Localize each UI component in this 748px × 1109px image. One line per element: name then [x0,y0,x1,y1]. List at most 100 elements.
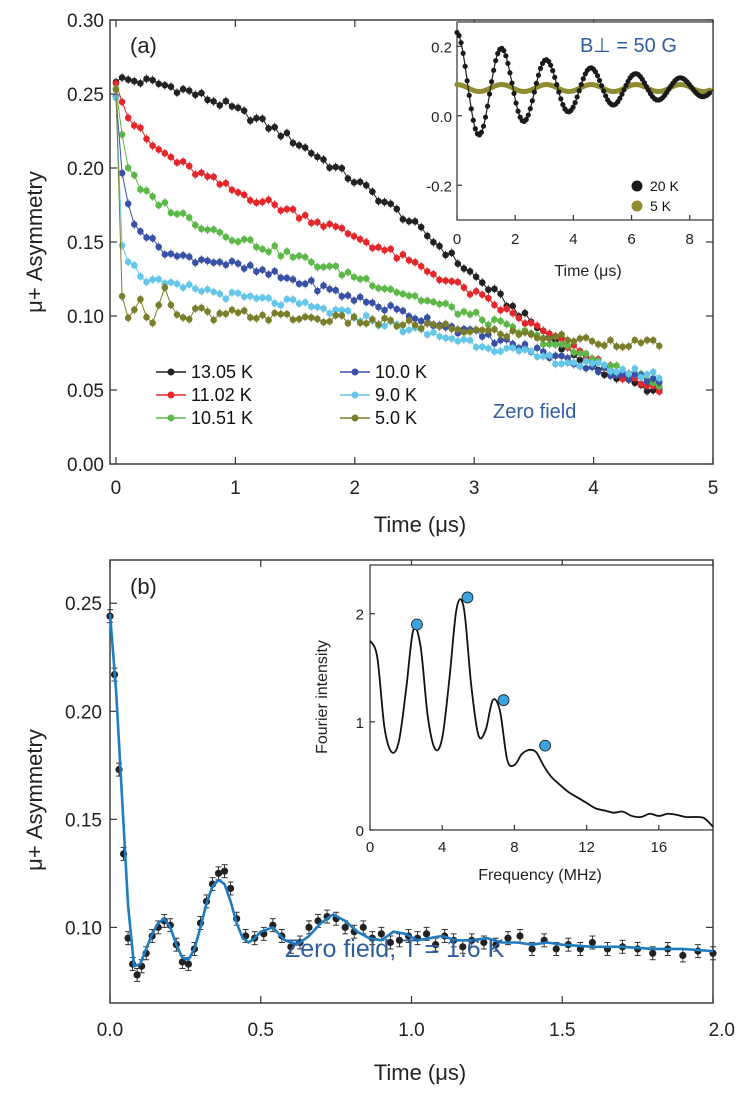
data-point [411,292,419,300]
panel-a-y-axis-label: μ+ Asymmetry [22,171,47,313]
data-point [491,326,498,333]
data-point [314,287,321,295]
data-point [503,333,510,340]
data-point [546,330,553,337]
inset-y-tick-label: 0 [356,823,364,840]
data-point [423,331,431,338]
data-point [167,209,175,217]
data-point [497,348,504,355]
inset-legend-label: 5 K [650,198,672,214]
data-point [173,89,181,96]
data-point [521,341,529,348]
data-point [228,258,236,265]
data-point [149,319,156,327]
data-point [198,256,205,263]
data-point [369,188,376,195]
data-point [301,299,309,306]
data-point [504,934,512,942]
x-tick-label: 2 [349,478,360,499]
data-point [405,256,413,264]
data-point [399,328,407,336]
legend-item-11-02-k: 11.02 K [156,385,252,405]
data-point [289,139,297,147]
data-point [576,363,584,370]
y-tick-label: 0.10 [65,918,102,939]
data-point [356,293,364,301]
data-point [240,307,248,314]
data-point [649,949,657,957]
data-point [155,243,163,251]
data-point [137,186,144,193]
data-point [277,301,285,309]
data-point [161,81,169,89]
data-point [356,319,364,327]
y-tick-label: 0.25 [65,594,102,615]
data-point [301,211,309,219]
data-point [362,238,370,246]
legend-label: 13.05 K [191,362,253,382]
data-point [387,316,394,324]
data-point [533,344,541,352]
inset-data-point [623,82,629,89]
data-point [338,306,346,314]
data-point [234,189,242,196]
data-point [222,261,230,269]
inset-a-x-ticks: 0 2 4 6 8 [453,215,694,248]
inset-b-frame [369,564,714,831]
data-point [395,936,404,944]
data-point [344,319,352,327]
inset-data-point [621,87,627,93]
panel-b-x-axis-label: Time (μs) [374,1060,467,1085]
data-point [179,158,187,165]
panel-a-legend: 13.05 K 11.02 K 10.51 K 10.0 K 9.0 K 5.0 K [156,362,427,428]
data-point [485,327,492,334]
inset-data-point [513,100,519,106]
data-point [350,233,358,240]
data-point [619,370,626,378]
data-point [271,299,278,307]
data-point [234,238,242,245]
panel-a-inset: -0.2 0.0 0.2 0 2 4 6 8 Time (μs) B⊥ = 50 G 20 … [426,21,714,280]
data-point [570,359,578,366]
data-point [369,244,376,252]
data-point [184,960,192,968]
data-point [259,311,266,319]
data-point [332,312,340,319]
inset-x-tick-label: 8 [686,231,694,248]
data-point [228,289,236,296]
inset-legend-item-20-k: 20 K [631,178,679,194]
inset-data-point [533,80,540,86]
data-point [528,945,536,953]
inset-data-point [535,72,542,78]
data-point [430,321,437,328]
legend-label: 10.0 K [375,362,427,382]
data-point [619,366,626,373]
data-point [515,347,523,355]
data-point [492,941,500,949]
data-point [436,333,443,340]
data-point [472,343,480,351]
data-point [436,323,443,330]
data-point [185,87,193,94]
data-point [192,305,199,312]
data-point [607,372,614,380]
data-point [442,277,449,285]
data-point [527,331,535,338]
data-point [277,132,285,140]
data-point [214,869,223,877]
data-point [234,260,242,267]
data-point [509,344,517,352]
data-point [137,273,144,280]
data-point [167,83,175,91]
data-point [423,320,431,327]
inset-b-y-axis-label: Fourier intensity [314,640,331,754]
inset-data-point [472,126,478,132]
data-point [149,276,156,283]
panel-b-x-ticks: 0.0 0.5 1.0 1.5 2.0 [97,560,735,1041]
data-point [173,159,181,166]
data-point [344,269,352,276]
legend-marker [167,368,175,376]
data-point [130,261,138,269]
data-point [625,370,633,378]
data-point [631,379,639,387]
